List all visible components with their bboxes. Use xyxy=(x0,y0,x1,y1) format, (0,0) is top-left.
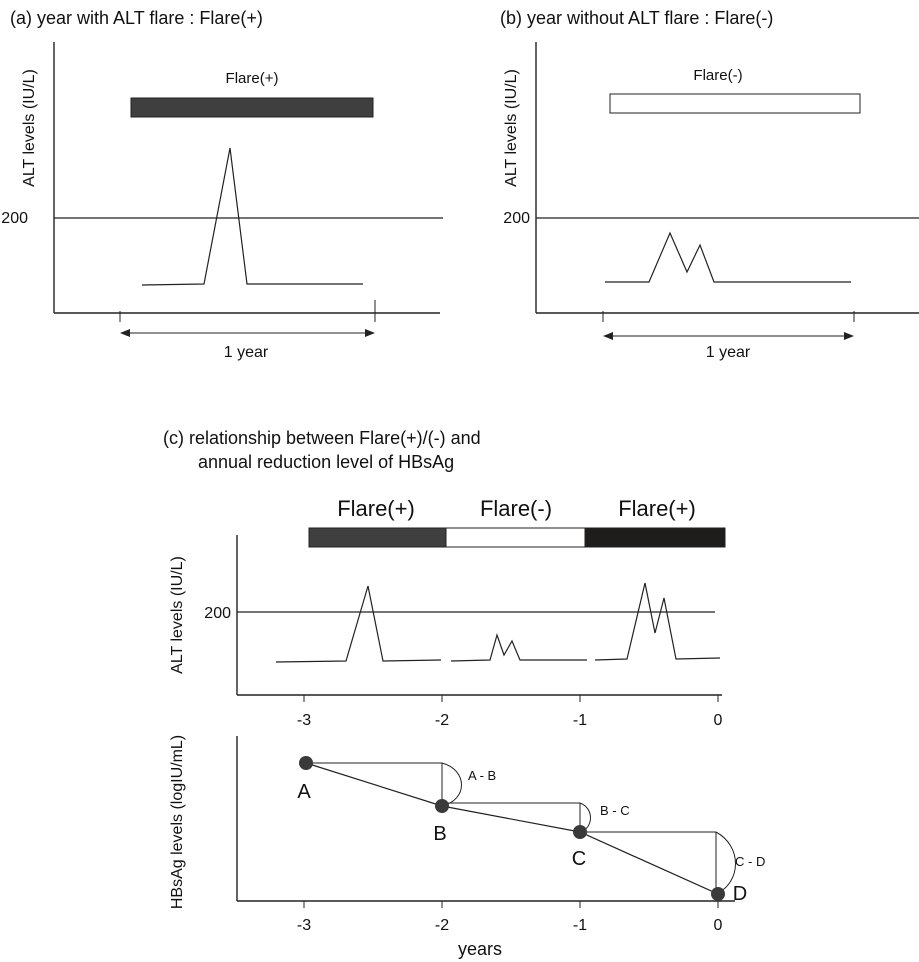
panel-a-alt-curve xyxy=(141,147,363,286)
panel-c-alt-curve-3 xyxy=(594,582,721,661)
panel-c: (c) relationship between Flare(+)/(-) an… xyxy=(163,428,765,959)
panel-b-threshold-label: 200 xyxy=(503,210,530,227)
panel-a-y-axis-label: ALT levels (IU/L) xyxy=(21,69,38,187)
panel-a-flare-bar xyxy=(130,97,374,118)
panel-b-arrowhead-left xyxy=(603,332,613,340)
panel-c-x-axis-label: years xyxy=(458,939,502,959)
panel-c-point-a-label: A xyxy=(297,781,311,803)
panel-c-point-b-label: B xyxy=(433,823,446,845)
panel-c-diff-bc: B - C xyxy=(600,803,630,818)
panel-c-hbs-y-axis-label: HBsAg levels (logIU/mL) xyxy=(169,735,186,909)
panel-c-hbs-tick-label-3: -1 xyxy=(573,917,587,934)
panel-a: (a) year with ALT flare : Flare(+) ALT l… xyxy=(1,8,443,361)
panel-c-diff-cd: C - D xyxy=(735,854,765,869)
panel-b: (b) year without ALT flare : Flare(-) AL… xyxy=(500,8,919,361)
panel-c-point-c-label: C xyxy=(572,848,586,870)
panel-c-alt-y-axis-label: ALT levels (IU/L) xyxy=(169,556,186,674)
panel-c-title-line1: (c) relationship between Flare(+)/(-) an… xyxy=(163,428,481,448)
panel-b-span-label: 1 year xyxy=(706,344,751,361)
panel-c-title-line2: annual reduction level of HBsAg xyxy=(198,452,454,472)
panel-a-arrowhead-right xyxy=(365,329,375,337)
panel-c-alt-tick-label-3: -1 xyxy=(573,712,587,729)
panel-c-bar2-label: Flare(-) xyxy=(480,496,552,521)
panel-c-point-a xyxy=(299,756,313,770)
panel-c-alt-tick-label-1: -3 xyxy=(297,712,311,729)
panel-c-hbs-tick-label-1: -3 xyxy=(297,917,311,934)
panel-b-flare-bar xyxy=(609,93,861,114)
panel-a-arrowhead-left xyxy=(120,329,130,337)
panel-c-flare-bar-2 xyxy=(445,527,586,548)
panel-a-bar-label: Flare(+) xyxy=(226,70,279,87)
panel-c-alt-curve-1 xyxy=(275,585,442,663)
panel-c-threshold-label: 200 xyxy=(204,605,231,622)
panel-b-alt-curve xyxy=(605,231,851,283)
panel-b-bar-label: Flare(-) xyxy=(693,67,742,84)
panel-c-point-b xyxy=(435,799,449,813)
panel-a-title: (a) year with ALT flare : Flare(+) xyxy=(10,8,263,28)
panel-c-point-c xyxy=(573,825,587,839)
panel-c-bar3-label: Flare(+) xyxy=(618,496,696,521)
panel-c-alt-tick-label-2: -2 xyxy=(435,712,449,729)
panel-a-span-label: 1 year xyxy=(224,344,269,361)
panel-b-y-axis-label: ALT levels (IU/L) xyxy=(503,69,520,187)
panel-c-flare-bar-3 xyxy=(584,527,726,548)
panel-c-bracket-ab xyxy=(441,762,462,807)
panel-c-flare-bar-1 xyxy=(308,527,447,548)
panel-a-threshold-label: 200 xyxy=(1,210,28,227)
panel-c-alt-curve-2 xyxy=(450,633,587,662)
panel-b-title: (b) year without ALT flare : Flare(-) xyxy=(500,8,773,28)
panel-c-hbs-trend-line xyxy=(305,762,719,895)
panel-c-point-d xyxy=(711,887,725,901)
panel-c-bar1-label: Flare(+) xyxy=(337,496,415,521)
panel-b-arrowhead-right xyxy=(844,332,854,340)
panel-c-alt-tick-label-4: 0 xyxy=(714,712,723,729)
panel-c-hbs-tick-label-4: 0 xyxy=(714,917,723,934)
panel-c-point-d-label: D xyxy=(733,883,747,905)
panel-c-hbs-tick-label-2: -2 xyxy=(435,917,449,934)
panel-c-diff-ab: A - B xyxy=(468,768,496,783)
